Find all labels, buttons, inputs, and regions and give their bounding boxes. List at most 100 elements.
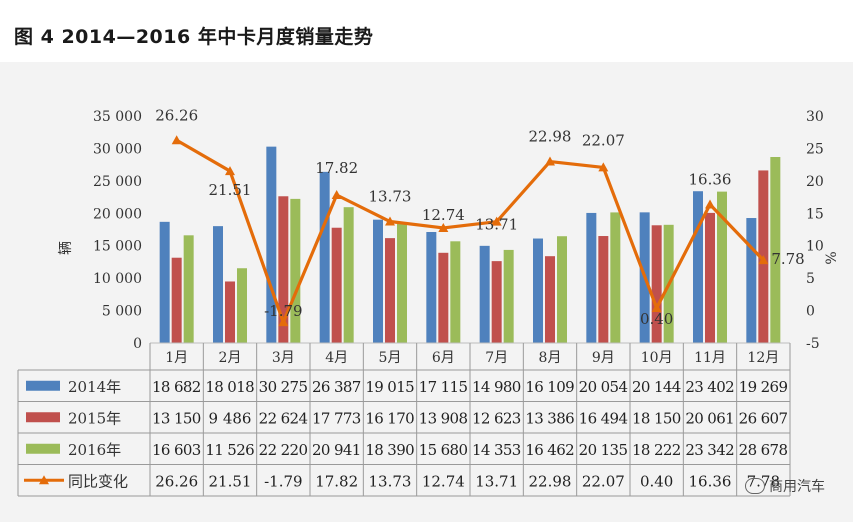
line-data-label: 0.40 [640,310,673,328]
bar-2016年-4月 [343,207,354,343]
y-right-tick-label: -5 [806,336,820,352]
line-data-label: 26.26 [155,106,198,124]
bar-2014年-2月 [213,226,223,343]
bar-2016年-7月 [503,249,514,343]
x-tick-label: 11月 [694,350,726,366]
table-cell: 0.40 [640,472,673,490]
table-cell: 20 135 [579,441,628,459]
y-right-axis-title: % [824,251,840,264]
y-left-tick-label: 0 [133,336,142,352]
table-cell: 11 526 [205,441,254,459]
bar-2016年-2月 [237,268,247,343]
table-cell: 20 941 [312,441,361,459]
table-cell: 19 015 [365,378,414,396]
bar-2015年-11月 [705,212,715,343]
bar-2015年-10月 [651,225,662,343]
bar-2015年-3月 [278,196,289,343]
table-cell: 14 353 [472,441,521,459]
bar-2015年-2月 [225,281,235,343]
line-marker-12月 [758,255,769,265]
x-tick-label: 3月 [272,350,295,366]
table-cell: 18 390 [365,441,414,459]
y-left-axis-title: 辆 [58,241,74,255]
y-left-tick-label: 25 000 [93,174,142,190]
y-left-tick-label: 15 000 [93,239,142,255]
bar-2016年-11月 [717,191,727,343]
y-right-tick-label: 0 [806,304,815,320]
bar-2014年-12月 [746,218,757,343]
legend-key-2016年 [26,443,60,454]
y-left-tick-label: 20 000 [93,206,142,222]
y-left-tick-label: 10 000 [93,271,142,287]
bar-2014年-1月 [159,221,170,343]
x-tick-label: 5月 [379,350,402,366]
table-cell: 16.36 [689,472,732,490]
table-cell: 13.73 [369,472,412,490]
table-cell: 16 603 [152,441,201,459]
y-left-tick-label: 30 000 [93,141,142,157]
table-cell: 30 275 [259,378,308,396]
table-cell: 26.26 [155,472,198,490]
x-tick-label: 8月 [539,350,562,366]
bar-2014年-5月 [373,219,383,343]
x-tick-label: 7月 [485,350,508,366]
line-data-label: 22.98 [529,128,572,146]
line-data-label: 13.71 [475,216,518,234]
chart-area: 0 5 000 10 000 15 000 20 000 25 000 30 000 35 0… [0,62,853,522]
table-cell: -1.79 [264,472,302,490]
y-right-tick-label: 10 [806,239,824,255]
legend-label-同比变化: 同比变化 [68,472,128,490]
bar-2016年-9月 [610,212,621,343]
line-data-label: 21.51 [209,181,252,199]
line-marker-8月 [545,156,555,166]
wechat-icon [745,478,765,494]
table-cell: 26 387 [312,378,361,396]
line-marker-2月 [225,166,235,176]
bar-2015年-9月 [598,236,609,343]
x-tick-label: 12月 [747,350,779,366]
x-tick-label: 2月 [219,350,242,366]
y-right-tick-label: 5 [806,271,815,287]
line-marker-5月 [385,216,395,226]
legend-label-2015年: 2015年 [68,409,121,427]
bar-2014年-7月 [479,245,490,343]
bar-2015年-7月 [491,261,502,343]
line-data-label: 13.73 [369,188,412,206]
line-data-label: 7.78 [771,250,804,268]
table-cell: 20 144 [632,378,681,396]
table-cell: 22 220 [259,441,308,459]
y-right-tick-label: 20 [806,174,824,190]
bar-2015年-6月 [438,252,449,343]
table-cell: 13 908 [419,409,468,427]
legend-key-2014年 [26,380,60,391]
table-cell: 16 170 [365,409,414,427]
bar-2014年-4月 [319,171,330,343]
table-cell: 16 462 [525,441,574,459]
line-marker-9月 [598,162,609,172]
table-cell: 21.51 [209,472,252,490]
line-marker-4月 [331,189,342,199]
table-cell: 18 150 [632,409,681,427]
table-cell: 16 109 [525,378,574,396]
bar-2014年-11月 [693,191,703,343]
y-left-tick-label: 35 000 [93,109,142,125]
table-cell: 13 150 [152,409,201,427]
line-marker-1月 [171,135,182,145]
table-cell: 28 678 [739,441,788,459]
bar-2016年-8月 [557,236,567,343]
x-tick-label: 10月 [641,350,673,366]
bar-2016年-12月 [770,157,781,343]
x-tick-label: 4月 [325,350,348,366]
x-tick-label: 1月 [165,350,188,366]
line-marker-11月 [705,199,715,209]
bar-2014年-3月 [266,146,277,343]
y-right-tick-label: 25 [806,141,824,157]
legend-key-marker [39,475,49,485]
bar-2015年-5月 [385,238,395,343]
line-marker-7月 [491,216,502,226]
bar-2015年-4月 [331,227,342,343]
line-series-同比变化 [175,138,765,324]
table-cell: 17 773 [312,409,361,427]
watermark-text: 商用汽车 [769,479,825,495]
y-left-tick-label: 5 000 [102,304,142,320]
